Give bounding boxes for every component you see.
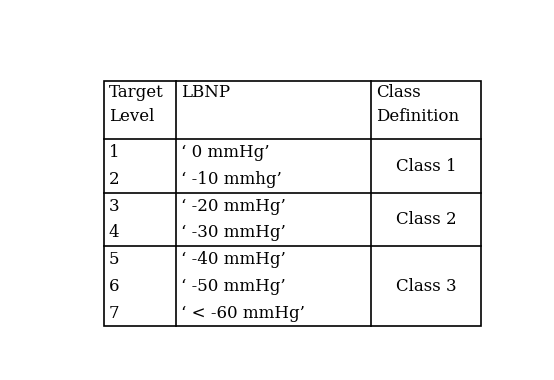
Text: 2: 2 <box>109 171 119 188</box>
Text: 1: 1 <box>109 144 119 162</box>
Text: 4: 4 <box>109 225 119 242</box>
Text: 3: 3 <box>109 198 119 215</box>
Text: ‘ -30 mmHg’: ‘ -30 mmHg’ <box>181 225 286 242</box>
Text: ‘ < -60 mmHg’: ‘ < -60 mmHg’ <box>181 305 305 321</box>
Text: Class 2: Class 2 <box>396 211 456 228</box>
Text: ‘ -20 mmHg’: ‘ -20 mmHg’ <box>181 198 286 215</box>
Text: 7: 7 <box>109 305 119 321</box>
Text: ‘ 0 mmHg’: ‘ 0 mmHg’ <box>181 144 270 162</box>
Text: ‘ -50 mmHg’: ‘ -50 mmHg’ <box>181 278 286 295</box>
Text: Target
Level: Target Level <box>109 84 163 125</box>
Text: Class 3: Class 3 <box>396 278 456 295</box>
Text: 5: 5 <box>109 251 119 268</box>
Text: ‘ -10 mmhg’: ‘ -10 mmhg’ <box>181 171 282 188</box>
Text: 6: 6 <box>109 278 119 295</box>
Bar <box>104 81 481 326</box>
Text: ‘ -40 mmHg’: ‘ -40 mmHg’ <box>181 251 286 268</box>
Text: Class 1: Class 1 <box>396 158 456 175</box>
Text: Class
Definition: Class Definition <box>376 84 459 125</box>
Text: LBNP: LBNP <box>181 84 230 101</box>
